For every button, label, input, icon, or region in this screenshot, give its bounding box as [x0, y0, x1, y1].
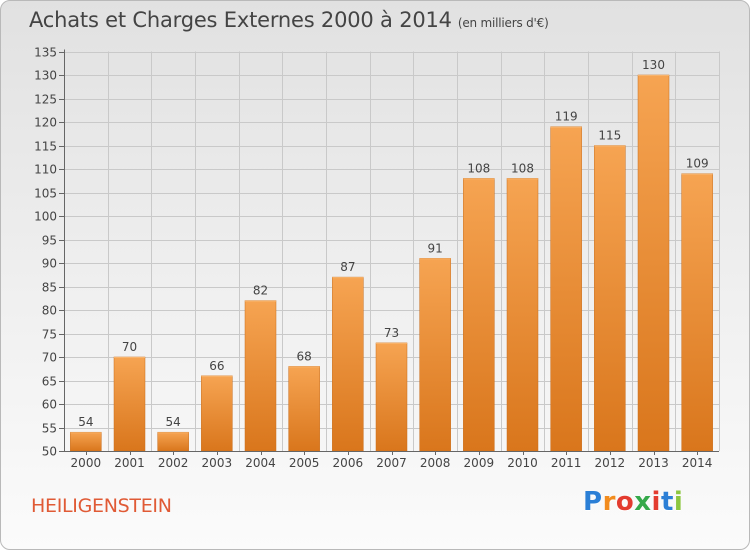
data-label-2012: 115	[598, 129, 621, 143]
y-tick-label: 50	[42, 445, 57, 459]
y-tick-label: 105	[34, 187, 57, 201]
bar-2010	[506, 178, 539, 452]
bar-layer	[70, 74, 713, 452]
y-tick-label: 95	[42, 234, 57, 248]
data-label-2013: 130	[642, 58, 665, 72]
town-name: HEILIGENSTEIN	[31, 495, 172, 517]
bar-2004	[244, 300, 277, 452]
data-label-2014: 109	[686, 157, 709, 171]
logo-letter: i	[651, 487, 661, 517]
bar-2009	[463, 178, 495, 452]
x-tick-label: 2013	[638, 456, 669, 470]
data-label-2002: 54	[166, 415, 181, 429]
y-tick-label: 120	[34, 116, 57, 130]
y-tick-label: 90	[42, 257, 57, 271]
data-label-2005: 68	[297, 349, 312, 363]
data-label-2001: 70	[122, 340, 137, 354]
y-tick-label: 110	[34, 163, 57, 177]
y-tick-label: 115	[34, 140, 57, 154]
y-tick-label: 125	[34, 93, 57, 107]
logo-letter: r	[602, 487, 616, 517]
logo-letter: o	[615, 487, 635, 517]
x-tick-label: 2010	[507, 456, 538, 470]
logo-letter: P	[583, 487, 603, 517]
chart-title-text: Achats et Charges Externes 2000 à 2014	[29, 8, 452, 32]
data-label-2004: 82	[253, 284, 268, 298]
data-label-2003: 66	[209, 359, 224, 373]
bar-2008	[419, 258, 451, 452]
data-label-2007: 73	[384, 326, 399, 340]
x-tick-label: 2009	[464, 456, 495, 470]
x-tick-label: 2000	[71, 456, 102, 470]
x-tick-label: 2003	[202, 456, 233, 470]
y-tick-label: 75	[42, 328, 57, 342]
y-tick-label: 60	[42, 398, 57, 412]
data-label-2011: 119	[555, 110, 578, 124]
y-tick-label: 100	[34, 210, 57, 224]
y-tick-label: 65	[42, 375, 57, 389]
logo-letter: x	[634, 487, 652, 517]
bar-2000	[70, 431, 102, 452]
x-tick-label: 2014	[682, 456, 713, 470]
bar-2005	[288, 366, 320, 452]
bar-2011	[550, 126, 582, 452]
x-tick-label: 2007	[376, 456, 407, 470]
data-label-2010: 108	[511, 161, 534, 175]
x-tick-label: 2001	[114, 456, 145, 470]
data-label-2008: 91	[428, 241, 443, 255]
chart-title: Achats et Charges Externes 2000 à 2014 (e…	[29, 8, 549, 32]
bar-2014	[681, 173, 713, 452]
y-tick-label: 70	[42, 351, 57, 365]
bar-2003	[201, 375, 233, 452]
data-label-2009: 108	[467, 161, 490, 175]
axis-layer: 50 55 60 65 70 75 80 85 90 95 100 105 110 115 120 125 13…	[34, 46, 719, 470]
logo-letter: t	[660, 487, 674, 517]
chart-unit: (en milliers d'€)	[457, 16, 549, 30]
y-tick-label: 55	[42, 422, 57, 436]
y-tick-label: 130	[34, 69, 57, 83]
x-tick-label: 2011	[551, 456, 582, 470]
x-tick-label: 2005	[289, 456, 320, 470]
bar-2007	[375, 342, 408, 452]
label-layer: 54 70 54 66 82 68 87 73 91 108 108 119 115 130 109	[78, 58, 708, 429]
data-label-2000: 54	[78, 415, 93, 429]
x-tick-label: 2012	[595, 456, 626, 470]
x-tick-label: 2006	[333, 456, 364, 470]
x-tick-label: 2004	[245, 456, 276, 470]
logo-letter: i	[673, 487, 684, 517]
bar-2002	[157, 431, 189, 452]
x-tick-label: 2008	[420, 456, 451, 470]
bar-2013	[637, 74, 670, 452]
bar-2006	[332, 276, 364, 452]
data-label-2006: 87	[340, 260, 355, 274]
y-tick-label: 80	[42, 304, 57, 318]
y-tick-label: 135	[34, 46, 57, 60]
bar-2012	[594, 145, 626, 452]
y-tick-label: 85	[42, 281, 57, 295]
proxiti-logo: Proxiti	[583, 487, 683, 517]
x-tick-label: 2002	[158, 456, 189, 470]
bar-2001	[113, 356, 146, 452]
